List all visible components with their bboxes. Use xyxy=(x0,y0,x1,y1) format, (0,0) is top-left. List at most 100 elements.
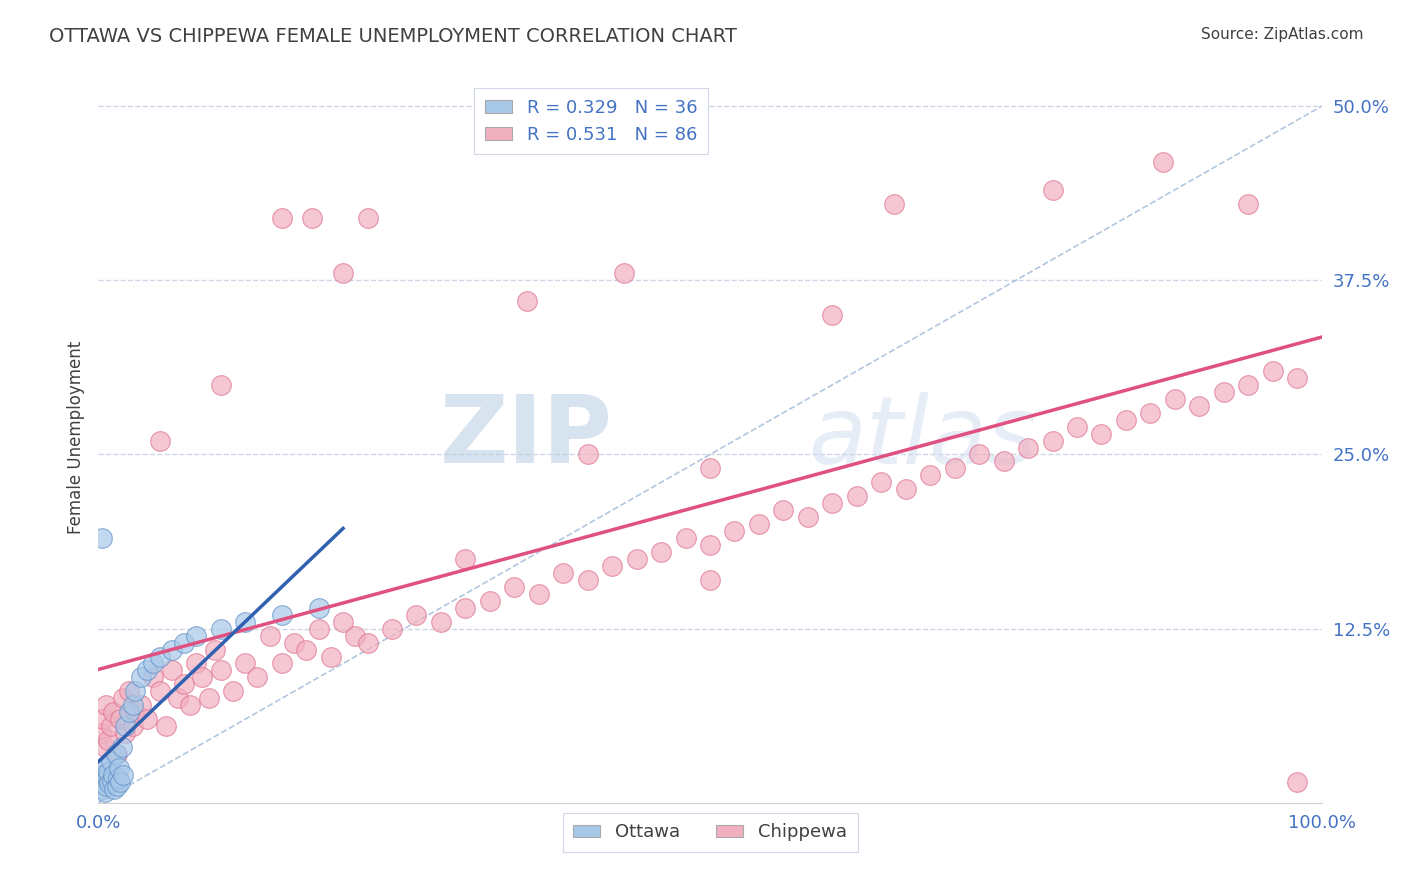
Point xyxy=(503,580,526,594)
Point xyxy=(527,587,550,601)
Point xyxy=(1017,441,1039,455)
Point xyxy=(101,705,124,719)
Point xyxy=(222,684,245,698)
Point xyxy=(209,622,232,636)
Point xyxy=(870,475,893,490)
Point xyxy=(478,594,501,608)
Point xyxy=(110,775,132,789)
Point xyxy=(723,524,745,538)
Point xyxy=(967,448,990,462)
Point xyxy=(993,454,1015,468)
Point xyxy=(894,483,917,497)
Point xyxy=(1261,364,1284,378)
Point xyxy=(155,719,177,733)
Point xyxy=(173,635,195,649)
Point xyxy=(121,698,143,713)
Point xyxy=(110,712,132,726)
Point xyxy=(94,698,117,713)
Point xyxy=(1286,371,1309,385)
Point xyxy=(613,266,636,280)
Point xyxy=(344,629,367,643)
Point xyxy=(1237,196,1260,211)
Legend: Ottawa, Chippewa: Ottawa, Chippewa xyxy=(562,813,858,852)
Point xyxy=(104,747,127,761)
Point xyxy=(124,684,146,698)
Point xyxy=(1212,384,1234,399)
Point xyxy=(101,773,124,788)
Point xyxy=(308,600,330,615)
Point xyxy=(91,531,114,545)
Point xyxy=(576,573,599,587)
Point xyxy=(91,775,114,789)
Point xyxy=(283,635,305,649)
Point xyxy=(1042,183,1064,197)
Point xyxy=(114,719,136,733)
Point xyxy=(356,211,378,225)
Point xyxy=(381,622,404,636)
Point xyxy=(111,691,134,706)
Point xyxy=(209,664,232,678)
Point xyxy=(114,726,136,740)
Text: OTTAWA VS CHIPPEWA FEMALE UNEMPLOYMENT CORRELATION CHART: OTTAWA VS CHIPPEWA FEMALE UNEMPLOYMENT C… xyxy=(49,27,737,45)
Point xyxy=(136,712,159,726)
Point xyxy=(748,517,770,532)
Point xyxy=(270,211,294,225)
Point xyxy=(118,705,141,719)
Point xyxy=(699,461,721,475)
Point xyxy=(100,719,122,733)
Point xyxy=(699,538,721,552)
Point xyxy=(270,607,294,622)
Point xyxy=(1090,426,1112,441)
Point xyxy=(93,785,115,799)
Point xyxy=(454,600,477,615)
Point xyxy=(356,635,378,649)
Point xyxy=(160,642,183,657)
Point xyxy=(1115,412,1137,426)
Point xyxy=(797,510,820,524)
Point xyxy=(430,615,453,629)
Point xyxy=(209,377,232,392)
Point xyxy=(118,684,141,698)
Point xyxy=(1188,399,1211,413)
Point xyxy=(111,740,134,755)
Point xyxy=(576,448,599,462)
Point xyxy=(821,496,844,510)
Point xyxy=(129,670,152,684)
Point xyxy=(90,768,112,782)
Point xyxy=(136,664,159,678)
Point xyxy=(160,664,183,678)
Point xyxy=(97,733,120,747)
Point xyxy=(204,642,226,657)
Point xyxy=(332,615,354,629)
Point xyxy=(149,684,172,698)
Point xyxy=(308,622,330,636)
Point xyxy=(191,670,214,684)
Point xyxy=(186,629,208,643)
Y-axis label: Female Unemployment: Female Unemployment xyxy=(66,341,84,533)
Point xyxy=(93,761,115,775)
Point xyxy=(883,196,905,211)
Text: atlas: atlas xyxy=(808,392,1036,483)
Point xyxy=(167,691,190,706)
Point xyxy=(90,726,112,740)
Point xyxy=(332,266,354,280)
Point xyxy=(246,670,269,684)
Point xyxy=(699,573,721,587)
Point xyxy=(405,607,427,622)
Point xyxy=(105,747,128,761)
Point xyxy=(1164,392,1187,406)
Point xyxy=(105,779,128,793)
Point xyxy=(107,771,129,785)
Point xyxy=(943,461,966,475)
Point xyxy=(142,670,165,684)
Point xyxy=(1237,377,1260,392)
Point xyxy=(103,781,125,796)
Point xyxy=(149,649,172,664)
Point xyxy=(121,719,143,733)
Point xyxy=(129,698,152,713)
Point xyxy=(920,468,942,483)
Point xyxy=(553,566,575,580)
Point xyxy=(94,779,117,793)
Point xyxy=(454,552,477,566)
Point xyxy=(98,776,121,790)
